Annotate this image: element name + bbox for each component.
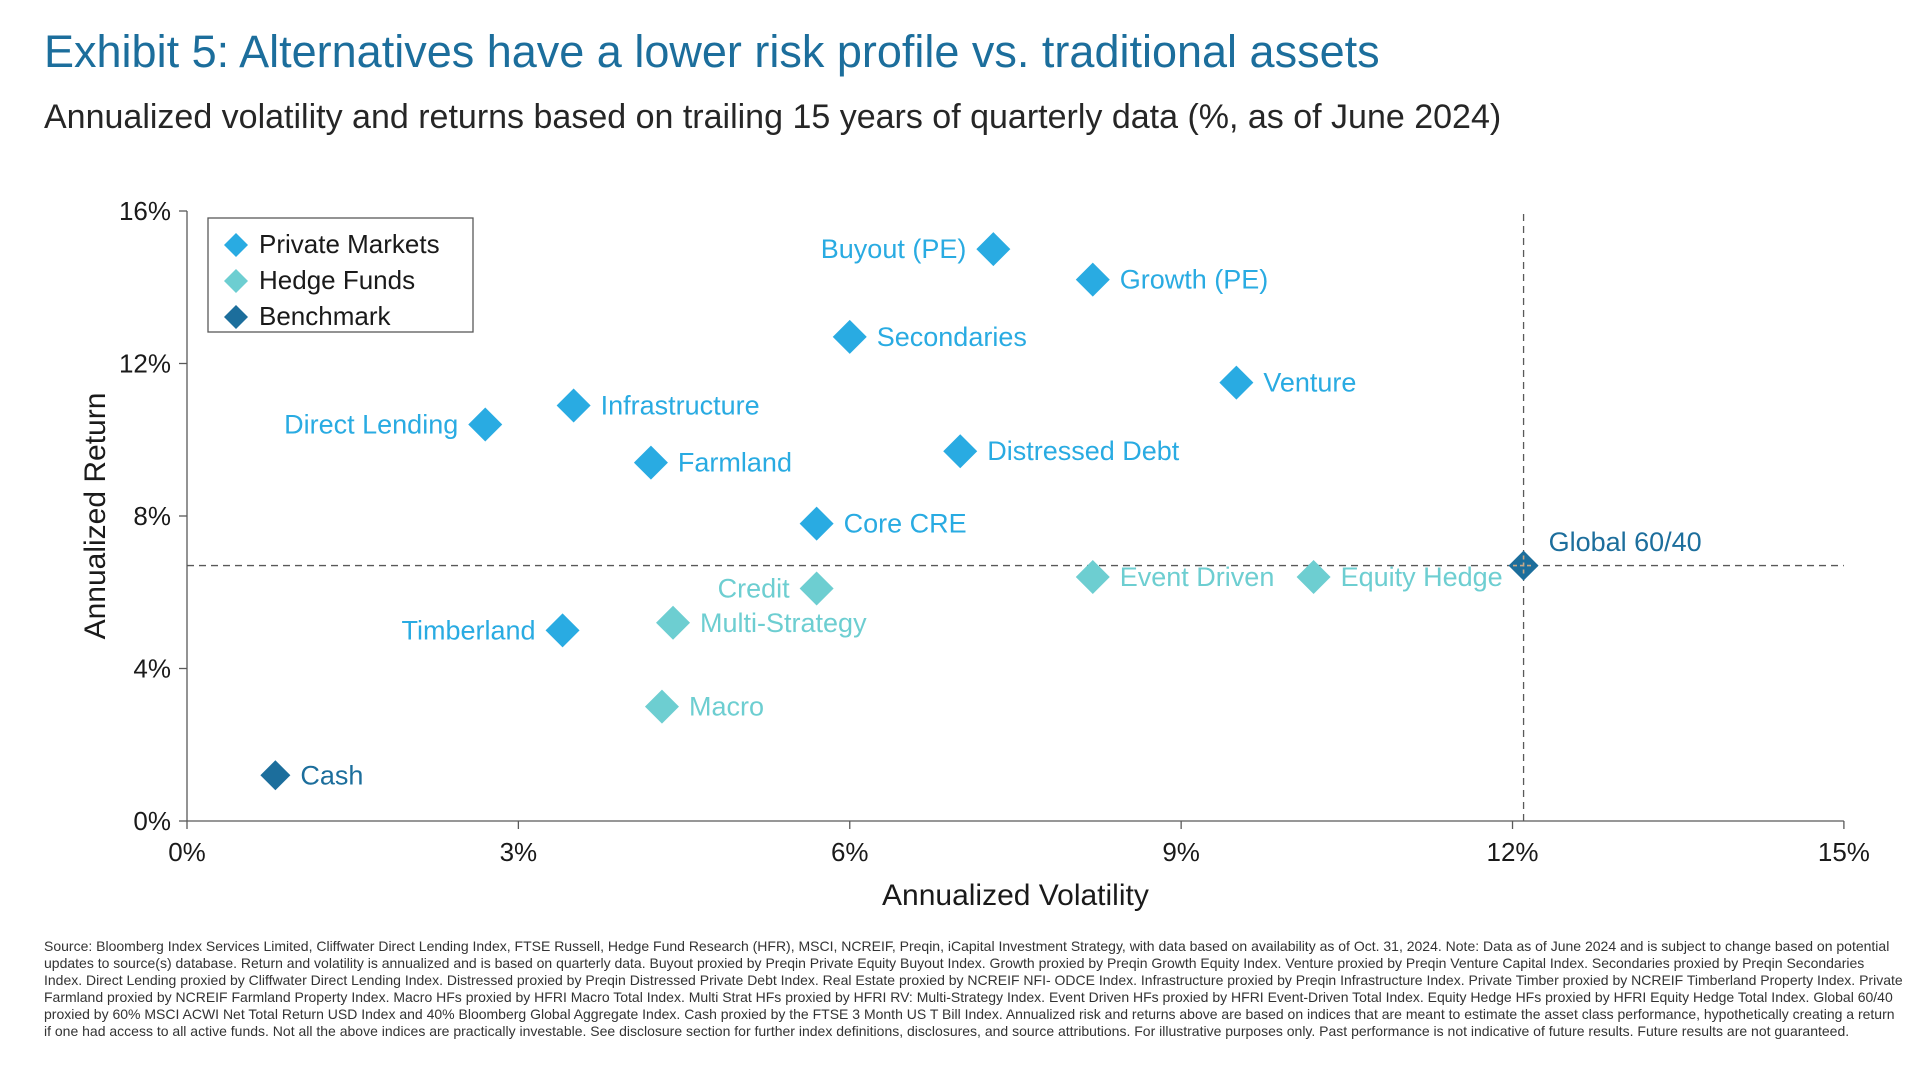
svg-text:Global 60/40: Global 60/40 (1549, 527, 1702, 557)
svg-text:Timberland: Timberland (402, 615, 536, 645)
svg-text:0%: 0% (133, 806, 171, 836)
svg-text:6%: 6% (831, 837, 869, 867)
svg-text:Infrastructure: Infrastructure (601, 390, 760, 420)
svg-text:Equity Hedge: Equity Hedge (1341, 562, 1503, 592)
svg-text:Multi-Strategy: Multi-Strategy (700, 608, 867, 638)
svg-text:12%: 12% (1486, 837, 1538, 867)
svg-text:0%: 0% (168, 837, 206, 867)
svg-text:Macro: Macro (689, 692, 764, 722)
svg-text:12%: 12% (119, 349, 171, 379)
svg-text:Annualized Volatility: Annualized Volatility (882, 879, 1149, 912)
svg-text:Benchmark: Benchmark (259, 301, 391, 331)
svg-text:Secondaries: Secondaries (877, 322, 1027, 352)
svg-text:Venture: Venture (1263, 368, 1356, 398)
svg-text:3%: 3% (500, 837, 538, 867)
svg-text:8%: 8% (133, 501, 171, 531)
svg-text:Hedge Funds: Hedge Funds (259, 265, 415, 295)
svg-text:Event Driven: Event Driven (1120, 562, 1275, 592)
svg-text:16%: 16% (119, 196, 171, 226)
svg-text:9%: 9% (1162, 837, 1200, 867)
svg-text:4%: 4% (133, 654, 171, 684)
svg-text:Credit: Credit (718, 573, 791, 603)
svg-text:Annualized Return: Annualized Return (79, 393, 112, 640)
svg-text:Core CRE: Core CRE (844, 509, 967, 539)
svg-text:Farmland: Farmland (678, 448, 792, 478)
svg-text:15%: 15% (1818, 837, 1870, 867)
svg-text:Buyout (PE): Buyout (PE) (821, 234, 967, 264)
svg-text:Distressed Debt: Distressed Debt (987, 436, 1180, 466)
svg-text:Cash: Cash (300, 760, 363, 790)
svg-text:Direct Lending: Direct Lending (284, 410, 458, 440)
svg-text:Growth (PE): Growth (PE) (1120, 265, 1269, 295)
svg-text:Private Markets: Private Markets (259, 229, 440, 259)
